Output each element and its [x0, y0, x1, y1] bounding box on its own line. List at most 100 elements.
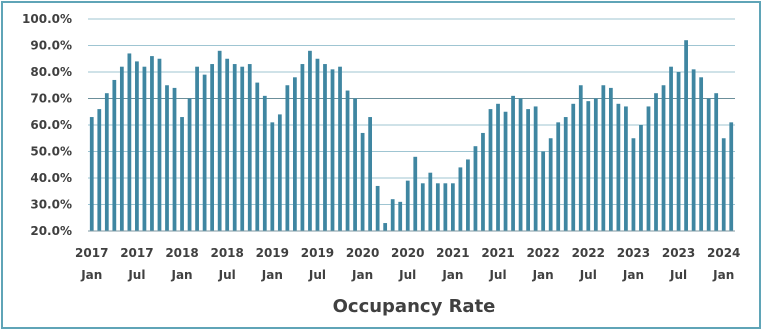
bar [293, 77, 297, 231]
bar [729, 122, 734, 231]
x-tick-year-label: 2018 [210, 246, 243, 260]
bar [270, 122, 275, 231]
x-tick-month-label: Jan [441, 268, 463, 282]
bar [308, 50, 312, 231]
bar [262, 95, 267, 231]
bar [511, 95, 515, 231]
bar [601, 85, 606, 231]
bar [571, 103, 576, 231]
x-tick-year-label: 2020 [391, 246, 424, 260]
bar [654, 93, 658, 231]
bar [180, 117, 184, 231]
bar [473, 146, 478, 231]
x-tick-year-label: 2022 [526, 246, 559, 260]
bar [142, 66, 147, 231]
bar [323, 64, 327, 231]
bar [541, 151, 546, 231]
bar [443, 183, 448, 231]
bar [375, 185, 380, 231]
bar [488, 109, 493, 231]
gridlines [88, 18, 735, 205]
x-tick-year-label: 2023 [617, 246, 650, 260]
chart-title: Occupancy Rate [333, 296, 496, 317]
bar [458, 167, 463, 231]
x-tick-month-label: Jul [488, 268, 506, 282]
y-tick-label: 100.0% [22, 12, 72, 26]
bar [496, 103, 500, 231]
x-tick-month-label: Jan [170, 268, 192, 282]
bar [345, 90, 350, 231]
bar [150, 56, 154, 231]
bar [435, 183, 440, 231]
x-tick-month-label: Jan [712, 268, 734, 282]
bar [661, 85, 666, 231]
bar [684, 40, 688, 232]
y-tick-label: 70.0% [30, 92, 72, 106]
bar [360, 132, 365, 231]
x-tick-year-label: 2019 [301, 246, 334, 260]
bar [593, 98, 598, 231]
bar [368, 117, 373, 231]
bar [97, 109, 102, 231]
bar [315, 58, 320, 231]
bar [526, 109, 530, 231]
x-tick-year-label: 2019 [256, 246, 289, 260]
bar [338, 66, 342, 231]
bar [548, 138, 553, 231]
x-tick-year-label: 2018 [165, 246, 198, 260]
bar [420, 183, 425, 231]
x-tick-month-label: Jan [80, 268, 102, 282]
x-tick-month-label: Jul [579, 268, 597, 282]
bar [255, 82, 260, 231]
bar [624, 106, 628, 231]
bar [413, 156, 418, 231]
x-tick-month-label: Jul [218, 268, 236, 282]
bar [518, 98, 523, 231]
bar [721, 138, 726, 231]
x-tick-month-label: Jan [622, 268, 644, 282]
y-tick-label: 50.0% [30, 145, 72, 159]
x-tick-year-label: 2021 [481, 246, 514, 260]
bar [450, 183, 455, 231]
bar [691, 69, 696, 231]
bar [195, 66, 199, 231]
bar [631, 138, 636, 231]
bar [330, 69, 335, 231]
bar [639, 125, 643, 231]
bar [247, 64, 252, 231]
bar [586, 101, 591, 232]
bar [428, 172, 433, 231]
bar [165, 85, 169, 231]
bar [383, 223, 388, 231]
bar [398, 201, 403, 231]
bar [616, 103, 621, 231]
y-tick-label: 30.0% [30, 198, 72, 212]
x-tick-year-label: 2017 [120, 246, 153, 260]
bar [699, 77, 704, 231]
bar [210, 64, 215, 231]
bar [390, 199, 395, 231]
y-axis-ticks: 100.0% 90.0% 80.0% 70.0% 60.0% 50.0% 40.0% 30.0… [22, 12, 72, 238]
x-axis-ticks: 2017 Jan 2017 Jul 2018 Jan 2018 Jul 2019 Jan 2019 J… [75, 246, 740, 282]
bar [202, 74, 207, 232]
y-tick-label: 80.0% [30, 65, 72, 79]
bar [119, 66, 124, 231]
bar [104, 93, 109, 231]
bar [503, 111, 508, 231]
bar [405, 180, 410, 231]
x-tick-year-label: 2017 [75, 246, 108, 260]
bar [217, 50, 222, 231]
y-tick-label: 90.0% [30, 39, 72, 53]
bar [135, 61, 139, 232]
bars [89, 40, 734, 232]
bar [285, 85, 290, 231]
bar [232, 64, 237, 231]
bar [187, 98, 192, 231]
bar [676, 72, 681, 231]
x-tick-month-label: Jul [669, 268, 687, 282]
bar [157, 58, 162, 231]
x-tick-month-label: Jan [261, 268, 283, 282]
x-tick-year-label: 2022 [572, 246, 605, 260]
bar [714, 93, 719, 231]
y-tick-label: 60.0% [30, 118, 72, 132]
